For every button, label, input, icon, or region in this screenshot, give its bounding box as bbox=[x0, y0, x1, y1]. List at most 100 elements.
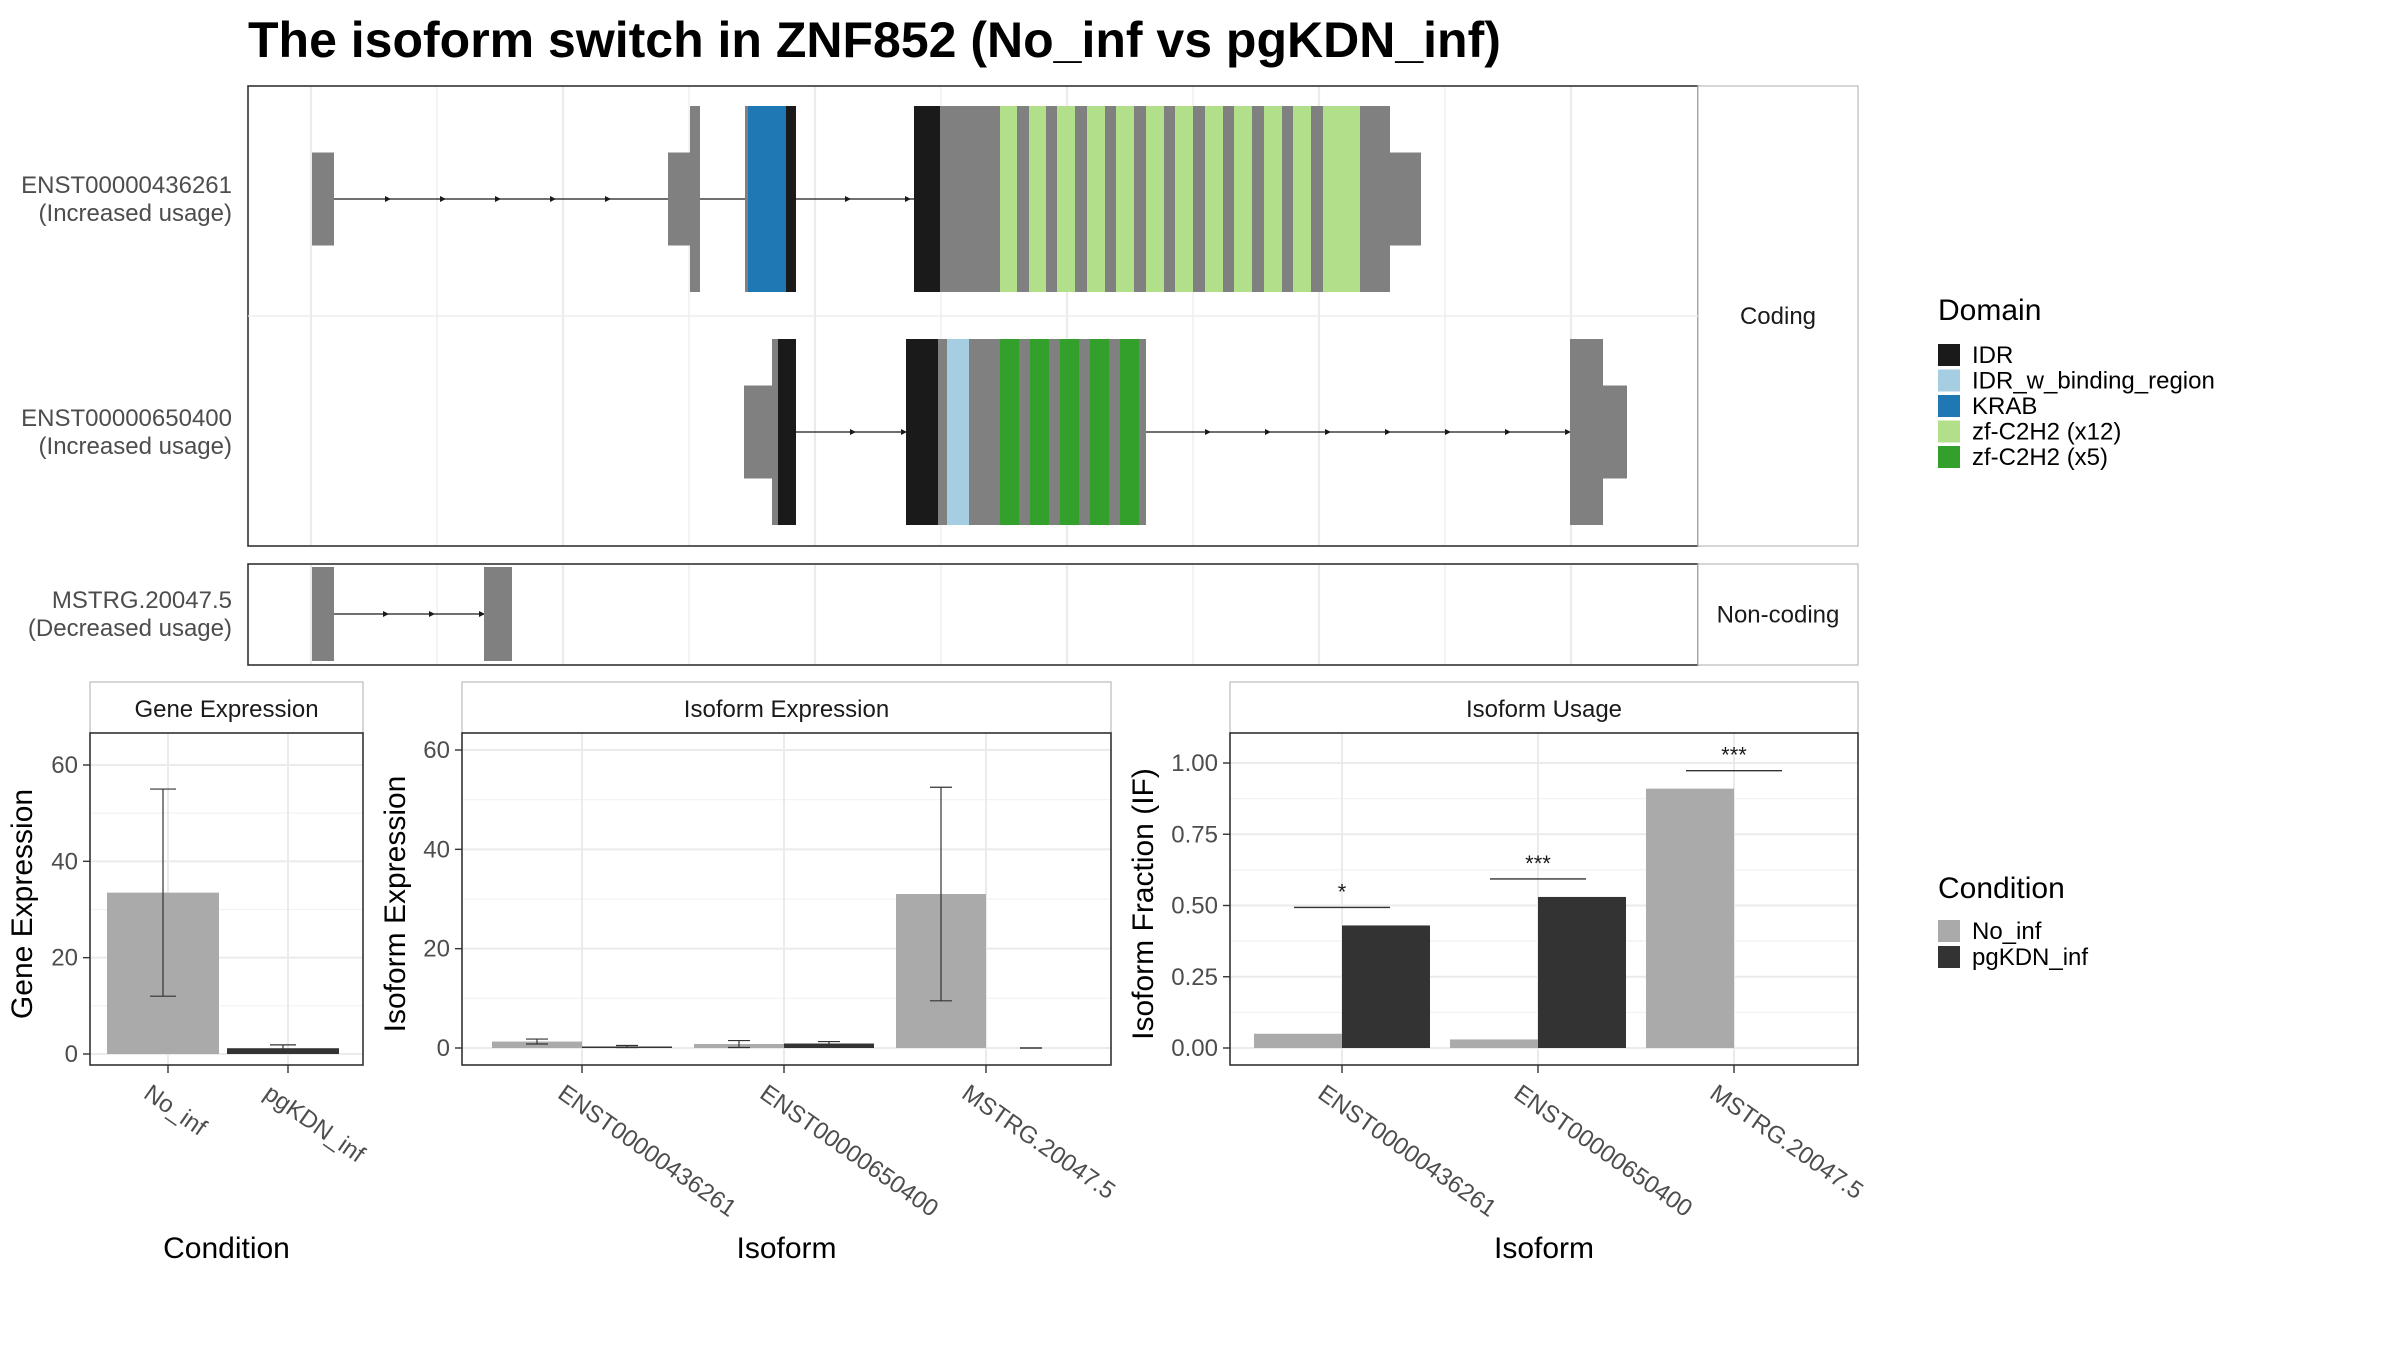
y-tick-label: 0.25 bbox=[1171, 964, 1218, 991]
domain-zf-c2h2-x12 bbox=[1234, 106, 1252, 292]
x-tick-label: ENST00000650400 bbox=[1509, 1080, 1697, 1223]
noncoding-strip bbox=[1697, 563, 1859, 666]
figure-title: The isoform switch in ZNF852 (No_inf vs … bbox=[248, 12, 1501, 68]
utr-block bbox=[1390, 152, 1421, 246]
utr-block bbox=[744, 385, 772, 479]
transcript-structure-panel: CodingNon-codingENST00000436261(Increase… bbox=[21, 85, 1859, 666]
intron-arrow bbox=[1325, 429, 1331, 435]
y-tick-label: 20 bbox=[51, 945, 78, 972]
x-tick-label: pgKDN_inf bbox=[259, 1080, 370, 1169]
domain-zf-c2h2-x12 bbox=[1323, 106, 1360, 292]
y-tick-label: 40 bbox=[423, 836, 450, 863]
domain-zf-c2h2-x5 bbox=[1120, 339, 1139, 525]
bar-chart-panels: Gene Expression 0 20 40 60 No_inf pgKDN_inf Con… bbox=[6, 681, 1868, 1265]
domain-idr bbox=[778, 339, 796, 525]
domain-zf-c2h2-x12 bbox=[1264, 106, 1282, 292]
isoform-id-label: MSTRG.20047.5 bbox=[52, 587, 232, 614]
x-axis-title: Condition bbox=[163, 1232, 290, 1265]
chart-panel-3: Isoform Usage0.000.250.500.751.00*******… bbox=[1127, 681, 1868, 1265]
x-tick-label: MSTRG.20047.5 bbox=[957, 1080, 1120, 1205]
x-tick-label: ENST00000436261 bbox=[1313, 1080, 1501, 1223]
plot-frame bbox=[1229, 732, 1859, 1066]
y-tick-label: 60 bbox=[51, 752, 78, 779]
intron-arrow bbox=[605, 196, 611, 202]
domain-legend-label: IDR bbox=[1972, 342, 2013, 369]
domain-legend-title: Domain bbox=[1938, 294, 2041, 327]
transcript-ENST00000436261 bbox=[312, 106, 1421, 292]
domain-legend-swatch bbox=[1938, 344, 1960, 366]
domain-zf-c2h2-x12 bbox=[1146, 106, 1164, 292]
exon-block bbox=[484, 567, 512, 661]
y-tick-label: 0.00 bbox=[1171, 1035, 1218, 1062]
domain-zf-c2h2-x12 bbox=[1175, 106, 1193, 292]
domain-zf-c2h2-x12 bbox=[1293, 106, 1311, 292]
domain-legend-swatch bbox=[1938, 395, 1960, 417]
domain-idr-binding bbox=[947, 339, 969, 525]
domain-legend-label: IDR_w_binding_region bbox=[1972, 368, 2215, 395]
bar-No_inf-ENST00000436261 bbox=[1254, 1033, 1342, 1048]
domain-zf-c2h2-x12 bbox=[1000, 106, 1017, 292]
y-tick-label: 1.00 bbox=[1171, 750, 1218, 777]
isoform-usage-label: (Increased usage) bbox=[39, 433, 232, 460]
y-tick-label: 0 bbox=[65, 1041, 78, 1068]
domain-zf-c2h2-x12 bbox=[1087, 106, 1105, 292]
bar-No_inf-ENST00000436261 bbox=[492, 1041, 582, 1048]
intron-arrow bbox=[845, 196, 851, 202]
domain-legend-swatch bbox=[1938, 369, 1960, 392]
intron-arrow bbox=[495, 196, 501, 202]
plot-frame bbox=[461, 732, 1112, 1066]
domain-zf-c2h2-x12 bbox=[1029, 106, 1046, 292]
condition-legend-label: pgKDN_inf bbox=[1972, 944, 2088, 971]
panel-strip-title: Gene Expression bbox=[134, 696, 318, 723]
transcript-ENST00000650400 bbox=[744, 339, 1627, 525]
domain-idr bbox=[786, 106, 796, 292]
intron-arrow bbox=[1205, 429, 1211, 435]
domain-zf-c2h2-x12 bbox=[1205, 106, 1223, 292]
domain-legend-swatch bbox=[1938, 420, 1960, 443]
bar-pgKDN_inf-ENST00000436261 bbox=[1342, 925, 1430, 1048]
condition-legend-title: Condition bbox=[1938, 872, 2065, 905]
bar-No_inf-ENST00000650400 bbox=[1450, 1039, 1538, 1048]
y-tick-label: 0.50 bbox=[1171, 893, 1218, 920]
chart-panel-1: Gene Expression 0 20 40 60 No_inf pgKDN_inf Con… bbox=[6, 681, 370, 1265]
utr-block bbox=[312, 152, 334, 246]
y-axis-title: Isoform Fraction (IF) bbox=[1127, 768, 1160, 1040]
panel-strip-title: Isoform Expression bbox=[684, 696, 889, 723]
intron-arrow bbox=[1445, 429, 1451, 435]
x-axis-title: Isoform bbox=[736, 1232, 836, 1265]
intron-arrow bbox=[1505, 429, 1511, 435]
y-axis-title: Isoform Expression bbox=[379, 776, 412, 1033]
x-tick-label: No_inf bbox=[139, 1080, 212, 1142]
exon-block bbox=[906, 339, 1146, 525]
domain-zf-c2h2-x12 bbox=[1116, 106, 1134, 292]
y-axis-title: Gene Expression bbox=[6, 789, 39, 1019]
domain-zf-c2h2-x5 bbox=[1030, 339, 1049, 525]
domain-legend-label: KRAB bbox=[1972, 393, 2037, 420]
exon-block bbox=[312, 567, 334, 661]
panel-strip bbox=[461, 681, 1112, 734]
y-tick-label: 40 bbox=[51, 848, 78, 875]
y-tick-label: 60 bbox=[423, 737, 450, 764]
condition-legend-swatch bbox=[1938, 946, 1960, 968]
isoform-usage-label: (Increased usage) bbox=[39, 200, 232, 227]
significance-label: *** bbox=[1525, 851, 1551, 876]
intron-arrow bbox=[850, 429, 856, 435]
domain-krab bbox=[748, 106, 786, 292]
intron-arrow bbox=[1265, 429, 1271, 435]
panel-strip bbox=[1229, 681, 1859, 734]
panel-strip bbox=[89, 681, 364, 734]
y-tick-label: 0.75 bbox=[1171, 821, 1218, 848]
chart-panel-2: Isoform Expression 0 20 40 60 ENST00000436261… bbox=[379, 681, 1120, 1265]
domain-zf-c2h2-x12 bbox=[1057, 106, 1075, 292]
domain-zf-c2h2-x5 bbox=[1000, 339, 1019, 525]
condition-legend-label: No_inf bbox=[1972, 918, 2042, 945]
intron-arrow bbox=[440, 196, 446, 202]
intron-arrow bbox=[385, 196, 391, 202]
exon-block bbox=[690, 106, 700, 292]
panel-strip-title: Isoform Usage bbox=[1466, 696, 1622, 723]
y-tick-label: 20 bbox=[423, 936, 450, 963]
isoform-id-label: ENST00000436261 bbox=[21, 172, 232, 199]
intron-arrow bbox=[383, 611, 389, 617]
